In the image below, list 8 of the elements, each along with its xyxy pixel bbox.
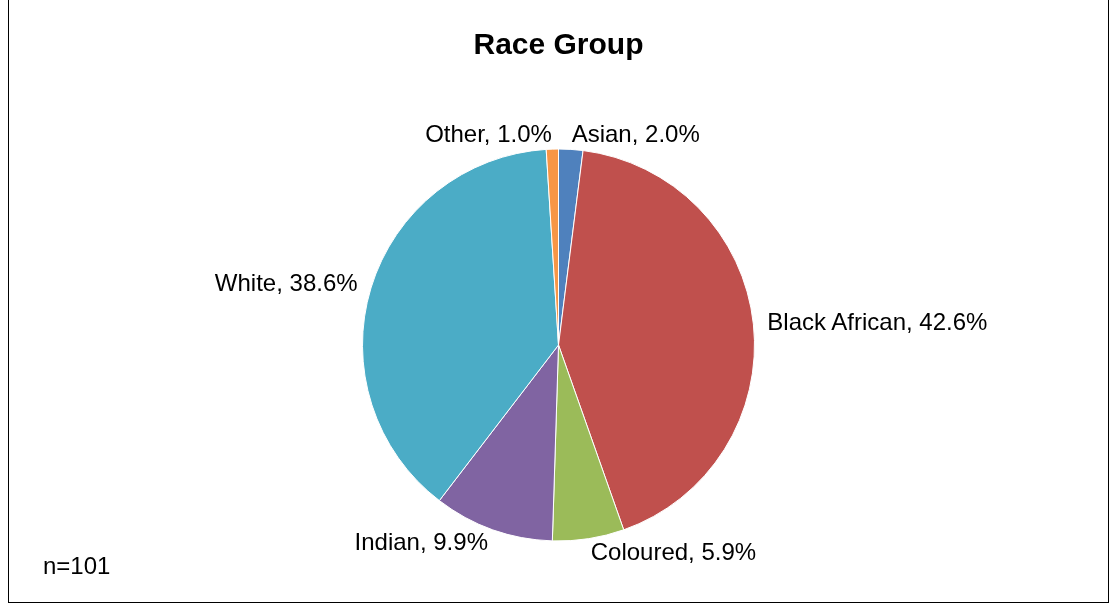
text: n=101 bbox=[43, 552, 111, 579]
chart-title: Race Group bbox=[473, 27, 644, 60]
slice-label: Coloured, 5.9% bbox=[590, 537, 757, 565]
slice-label: Indian, 9.9% bbox=[354, 527, 488, 555]
slice-label: Black African, 42.6% bbox=[767, 307, 988, 335]
slice-label: Other, 1.0% bbox=[425, 120, 552, 148]
slice-label: Asian, 2.0% bbox=[571, 120, 700, 148]
slice-label: White, 38.6% bbox=[214, 268, 358, 296]
